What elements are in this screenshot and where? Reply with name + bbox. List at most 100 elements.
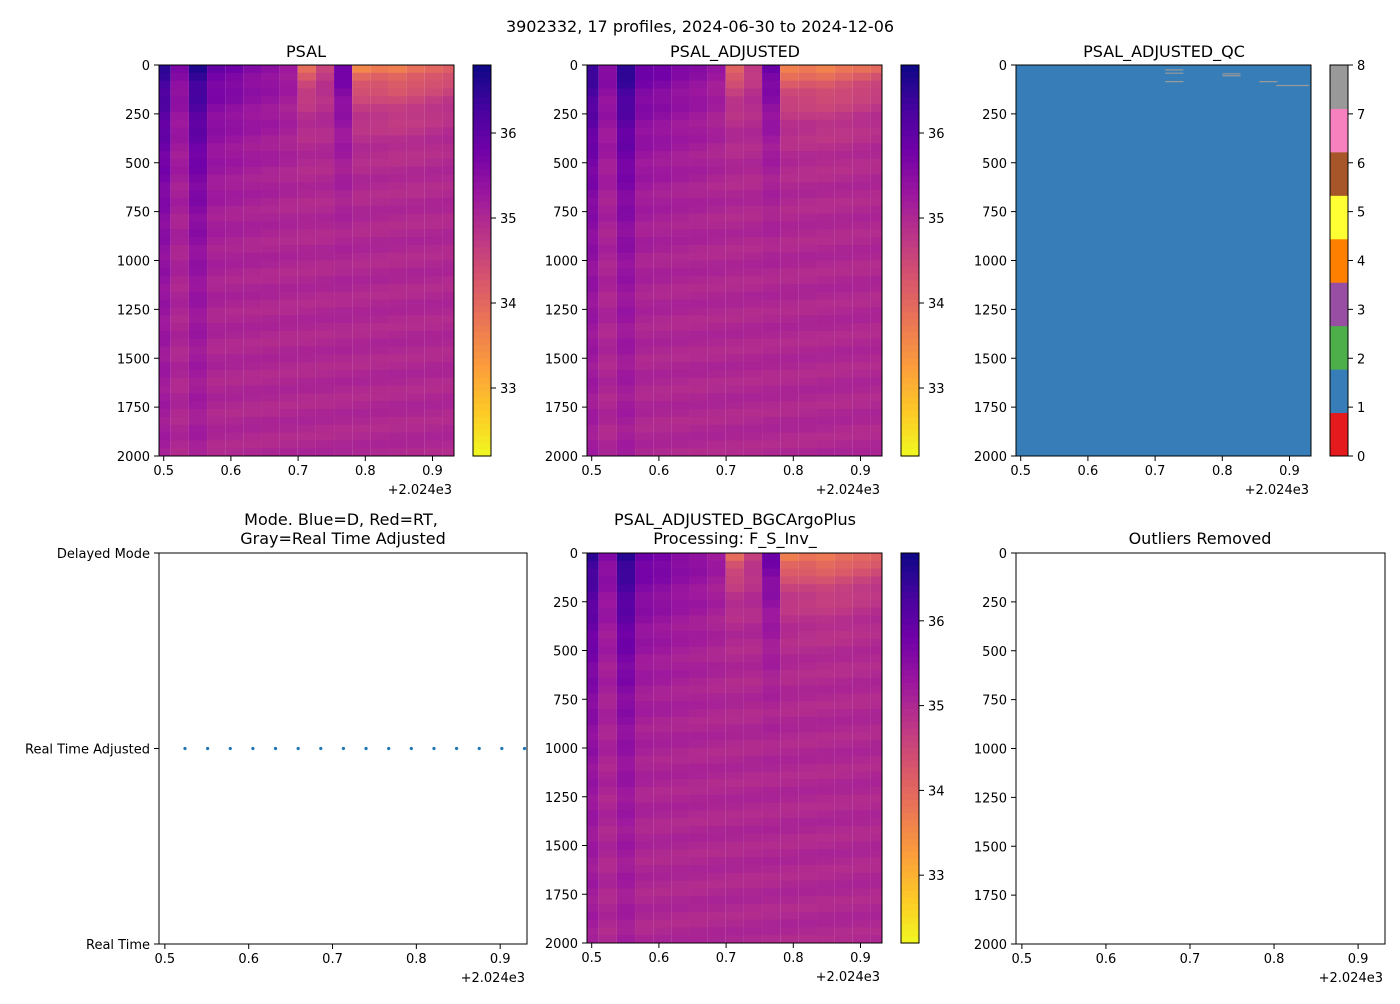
heatmap-cell — [780, 432, 799, 441]
heatmap-cell — [388, 158, 407, 168]
heatmap-cell — [297, 104, 316, 113]
colorbar-segment — [901, 364, 919, 372]
heatmap-cell — [352, 323, 371, 332]
heatmap-cell — [743, 205, 763, 215]
heatmap-cell — [334, 276, 353, 285]
heatmap-cell — [334, 72, 353, 82]
heatmap-cell — [406, 119, 425, 129]
heatmap-cell — [816, 237, 835, 246]
heatmap-cell — [616, 72, 636, 82]
heatmap-cell — [870, 935, 882, 944]
heatmap-cell — [188, 299, 208, 308]
heatmap-cell — [225, 268, 244, 277]
heatmap-cell — [653, 685, 672, 694]
heatmap-cell — [635, 385, 654, 394]
heatmap-cell — [297, 244, 316, 254]
heatmap-cell — [743, 268, 763, 277]
heatmap-cell — [653, 560, 672, 570]
heatmap-cell — [870, 72, 882, 82]
heatmap-cell — [798, 865, 817, 874]
heatmap-cell — [279, 229, 298, 238]
heatmap-cell — [424, 323, 443, 332]
heatmap-cell — [743, 182, 763, 191]
heatmap-cell — [816, 385, 835, 394]
colorbar-frame — [472, 64, 492, 457]
heatmap-cell — [315, 385, 335, 394]
heatmap-cell — [743, 646, 763, 655]
heatmap-cell — [816, 615, 835, 624]
heatmap-cell — [798, 166, 817, 175]
heatmap-cell — [370, 424, 389, 434]
heatmap-cell — [762, 701, 781, 710]
heatmap-cell — [635, 755, 654, 765]
heatmap-cell — [671, 197, 690, 207]
heatmap-cell — [870, 111, 882, 121]
heatmap-cell — [816, 111, 835, 121]
heatmap-cell — [816, 794, 835, 804]
heatmap-cell — [587, 330, 599, 340]
heatmap-cell — [689, 732, 708, 741]
heatmap-cell — [635, 362, 654, 371]
heatmap-cell — [798, 393, 817, 402]
heatmap-cell — [261, 166, 280, 175]
heatmap-cell — [406, 377, 425, 387]
colorbar-segment — [901, 416, 919, 425]
heatmap-cell — [798, 911, 817, 921]
heatmap-cell — [616, 440, 636, 449]
heatmap-cell — [653, 709, 672, 718]
heatmap-cell — [207, 307, 226, 316]
heatmap-cell — [852, 127, 871, 136]
heatmap-cell — [243, 268, 262, 277]
heatmap-cell — [261, 401, 280, 410]
panel-title-psal: PSAL — [286, 42, 326, 61]
heatmap-cell — [616, 127, 636, 136]
heatmap-cell — [798, 291, 817, 301]
heatmap-cell — [671, 338, 690, 348]
heatmap-cell — [870, 346, 882, 355]
heatmap-cell — [671, 709, 690, 718]
heatmap-cell — [635, 607, 654, 616]
heatmap-cell — [225, 143, 244, 152]
heatmap-cell — [315, 72, 335, 82]
heatmap-cell — [671, 826, 690, 835]
heatmap-cell — [762, 662, 781, 671]
heatmap-cell — [689, 576, 708, 585]
heatmap-cell — [816, 88, 835, 97]
heatmap-cell — [598, 787, 617, 796]
heatmap-cell — [707, 221, 726, 230]
heatmap-cell — [725, 377, 744, 387]
heatmap-cell — [370, 369, 389, 379]
heatmap-cell — [798, 849, 817, 858]
heatmap-cell — [725, 670, 744, 679]
heatmap-cell — [442, 166, 454, 175]
heatmap-cell — [170, 205, 189, 215]
heatmap-cell — [653, 599, 672, 609]
heatmap-cell — [170, 283, 189, 293]
psal-adjusted-heatmap-panel: 0.5 0.6 0.7 0.8 0.9+2.024e302505007501000125… — [545, 59, 883, 498]
heatmap-cell — [388, 268, 407, 277]
heatmap-cell — [442, 260, 454, 269]
heatmap-cell — [707, 904, 726, 913]
heatmap-cell — [653, 794, 672, 804]
heatmap-cell — [780, 654, 799, 663]
heatmap-cell — [816, 330, 835, 340]
heatmap-cell — [635, 88, 654, 97]
heatmap-cell — [635, 911, 654, 921]
heatmap-cell — [653, 416, 672, 426]
heatmap-cell — [170, 260, 189, 269]
heatmap-cell — [707, 592, 726, 601]
heatmap-cell — [207, 409, 226, 418]
heatmap-cell — [334, 244, 353, 254]
heatmap-cell — [315, 432, 335, 441]
heatmap-cell — [159, 119, 171, 129]
heatmap-cell — [424, 244, 443, 254]
heatmap-cell — [635, 166, 654, 175]
heatmap-cell — [834, 432, 853, 441]
heatmap-cell — [170, 432, 189, 441]
heatmap-cell — [798, 80, 817, 89]
heatmap-cell — [725, 857, 744, 866]
heatmap-cell — [798, 401, 817, 410]
heatmap-cell — [207, 315, 226, 324]
heatmap-cell — [653, 787, 672, 796]
heatmap-cell — [780, 213, 799, 222]
